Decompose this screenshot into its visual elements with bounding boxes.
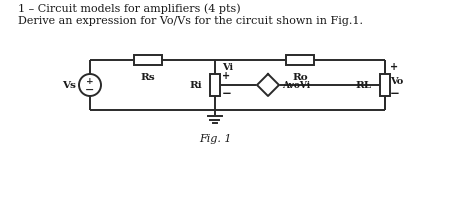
Text: −: −	[390, 88, 400, 100]
Text: 1 – Circuit models for amplifiers (4 pts): 1 – Circuit models for amplifiers (4 pts…	[18, 3, 241, 14]
Text: +: +	[86, 77, 94, 86]
Text: Vs: Vs	[62, 80, 76, 89]
Text: RL: RL	[356, 80, 372, 89]
Text: +: +	[222, 71, 230, 81]
Bar	[380, 74, 390, 96]
Text: Derive an expression for Vo/Vs for the circuit shown in Fig.1.: Derive an expression for Vo/Vs for the c…	[18, 16, 363, 26]
Text: Ro: Ro	[292, 73, 308, 82]
Text: +: +	[390, 62, 398, 72]
Text: Ri: Ri	[190, 80, 202, 89]
Circle shape	[79, 74, 101, 96]
Text: AvοVi: AvοVi	[282, 80, 310, 89]
Text: Vo: Vo	[390, 77, 403, 86]
Text: −: −	[222, 88, 232, 100]
Polygon shape	[257, 74, 279, 96]
Text: Fig. 1: Fig. 1	[199, 134, 231, 144]
Bar	[134, 55, 162, 65]
Text: Rs: Rs	[141, 73, 155, 82]
Text: Vi: Vi	[222, 63, 233, 72]
Bar	[210, 74, 220, 96]
Bar	[286, 55, 314, 65]
Text: −: −	[85, 84, 95, 95]
